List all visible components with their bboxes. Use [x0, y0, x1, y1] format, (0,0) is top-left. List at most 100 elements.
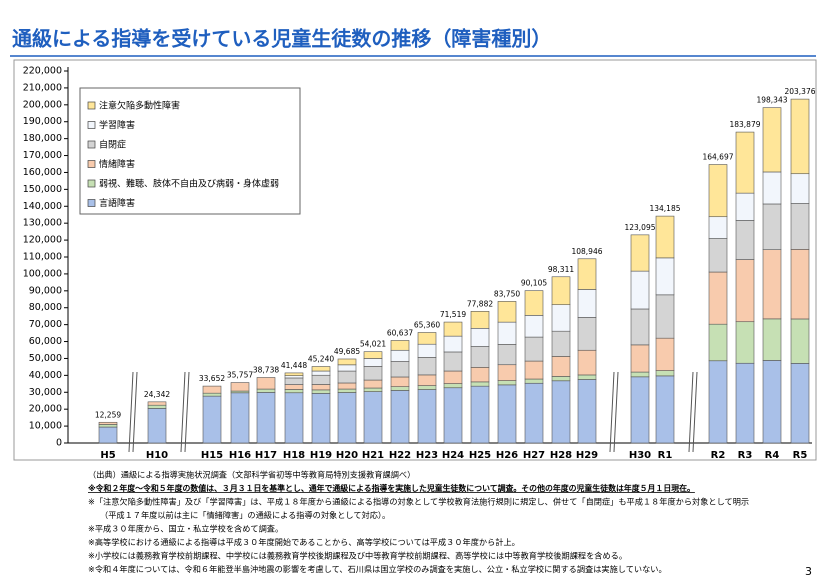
bar-segment — [390, 361, 410, 378]
legend-swatch — [87, 179, 96, 188]
bar-segment — [762, 107, 782, 173]
bar-segment — [735, 259, 755, 323]
y-tick-label: 180,000 — [23, 133, 62, 144]
note: ※令和２年度～令和５年度の数値は、３月３１日を基準とし、通年で通級による指導を実… — [88, 483, 695, 493]
bar-segment — [551, 330, 571, 357]
bar-segment — [147, 408, 167, 444]
bar-segment — [790, 203, 810, 250]
bar-segment — [790, 363, 810, 444]
bar-segment — [363, 387, 383, 392]
bar-segment — [337, 364, 357, 372]
bar-segment — [284, 384, 304, 390]
bar-segment — [497, 301, 517, 323]
total-label: 134,185 — [649, 204, 680, 213]
total-label: 12,259 — [95, 410, 121, 419]
bar-segment — [577, 349, 597, 376]
legend-swatch — [87, 101, 96, 110]
bar-segment — [655, 375, 675, 444]
chart-frame — [13, 59, 817, 461]
total-label: 41,448 — [281, 361, 307, 370]
chart-title: 通級による指導を受けている児童生徒数の推移（障害種別） — [12, 27, 551, 51]
bar-segment — [497, 380, 517, 386]
bar-segment — [98, 421, 118, 425]
bar-segment — [524, 336, 544, 362]
axis-break — [128, 371, 134, 453]
bar-segment — [363, 379, 383, 389]
y-tick-label: 170,000 — [23, 150, 62, 161]
bar-segment — [284, 377, 304, 385]
bar-segment — [311, 389, 331, 394]
bar-segment — [655, 215, 675, 259]
bar-segment — [630, 344, 650, 373]
bar-segment — [577, 258, 597, 290]
bar-segment — [98, 426, 118, 444]
bar-segment — [577, 379, 597, 444]
x-tick-label: H26 — [496, 450, 518, 461]
x-tick-label: R3 — [738, 450, 753, 461]
y-tick-label: 220,000 — [23, 66, 62, 77]
bar-segment — [443, 321, 463, 337]
bar-segment — [443, 383, 463, 389]
bar-segment — [630, 308, 650, 346]
total-label: 198,343 — [756, 96, 787, 105]
x-tick-label: R4 — [765, 450, 780, 461]
bar-segment — [708, 323, 728, 362]
bar-segment — [390, 349, 410, 362]
bar-segment — [735, 131, 755, 194]
note: ※平成３０年度から、国立・私立学校を含めて調査。 — [88, 524, 283, 534]
bar-segment — [311, 370, 331, 376]
bar-segment — [443, 370, 463, 384]
y-tick-label: 160,000 — [23, 167, 62, 178]
note: ※「注意欠陥多動性障害」及び「学習障害」は、平成１８年度から通級による指導の対象… — [88, 497, 749, 507]
y-tick-label: 130,000 — [23, 218, 62, 229]
y-tick-label: 60,000 — [29, 336, 62, 347]
bar-segment — [630, 371, 650, 378]
legend-swatch — [87, 160, 96, 168]
legend-label: 注意欠陥多動性障害 — [99, 100, 180, 112]
bar-segment — [311, 393, 331, 444]
bar-segment — [524, 360, 544, 380]
bar-segment — [337, 388, 357, 393]
x-tick-label: H27 — [523, 450, 545, 461]
bar-segment — [630, 376, 650, 444]
page-number: 3 — [805, 565, 812, 578]
bar-segment — [390, 376, 410, 387]
bar-segment — [417, 332, 437, 345]
bar-segment — [762, 318, 782, 361]
total-label: 35,757 — [227, 371, 253, 380]
bar-segment — [790, 98, 810, 175]
bar-segment — [363, 358, 383, 367]
x-tick-label: R1 — [658, 450, 673, 461]
bar-segment — [256, 388, 276, 393]
bar-segment — [470, 346, 490, 368]
bar-segment — [470, 367, 490, 383]
bar-segment — [147, 404, 167, 409]
bar-segment — [202, 392, 222, 397]
x-tick-label: H20 — [336, 450, 358, 461]
x-tick-label: R2 — [711, 450, 726, 461]
bar-segment — [470, 311, 490, 329]
x-tick-label: H22 — [389, 450, 411, 461]
total-label: 60,637 — [387, 328, 413, 337]
bar-segment — [524, 290, 544, 316]
bar-segment — [708, 360, 728, 444]
bar-segment — [762, 360, 782, 444]
y-tick-label: 140,000 — [23, 201, 62, 212]
y-tick-label: 150,000 — [23, 184, 62, 195]
bar-segment — [577, 289, 597, 318]
y-tick-label: 80,000 — [29, 302, 62, 313]
legend-swatch — [87, 140, 96, 149]
bar-segment — [363, 391, 383, 444]
bar-segment — [470, 385, 490, 444]
note: ※令和４年度については、令和６年能登半島沖地震の影響を考慮して、石川県は国立学校… — [88, 564, 667, 574]
bar-segment — [337, 392, 357, 444]
bar-segment — [790, 173, 810, 204]
x-tick-label: R5 — [793, 450, 808, 461]
bar-segment — [551, 304, 571, 332]
bar-segment — [551, 380, 571, 444]
bar-segment — [551, 276, 571, 306]
total-label: 24,342 — [144, 390, 170, 399]
axis-break — [613, 371, 619, 453]
total-label: 77,882 — [467, 299, 493, 308]
